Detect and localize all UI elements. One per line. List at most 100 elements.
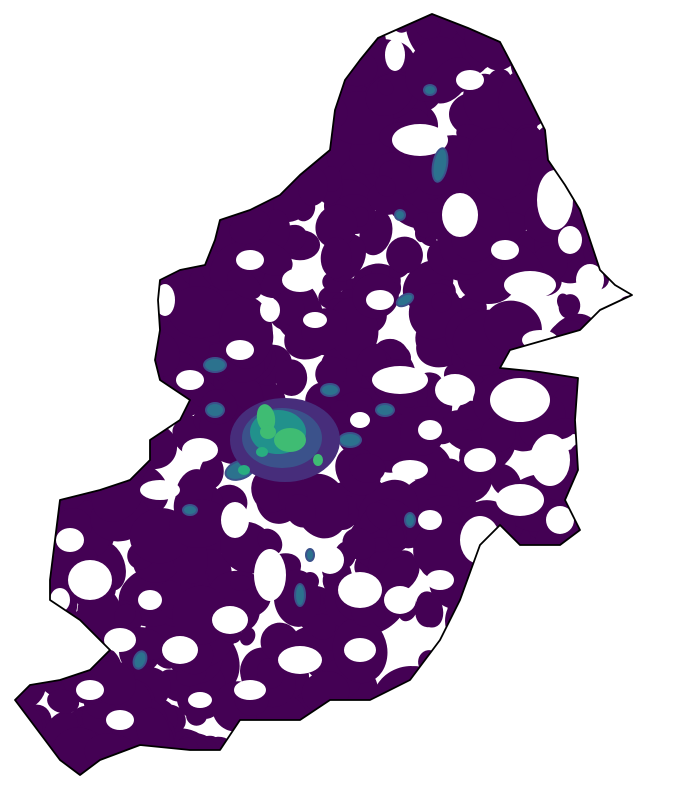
density-blob-mid (406, 514, 414, 526)
density-blob-low (347, 719, 397, 757)
density-blob-low (428, 57, 471, 104)
density-blob-low (200, 150, 254, 193)
density-gap (282, 268, 318, 292)
density-blob-low (567, 48, 591, 78)
density-blob-low (110, 102, 133, 127)
density-blob-low (20, 221, 60, 261)
density-blob-low (93, 63, 153, 122)
density-blob-low (597, 198, 632, 240)
density-blob-low (305, 740, 362, 775)
density-blob-low (446, 710, 470, 731)
density-blob-low (506, 632, 539, 675)
density-blob-low (472, 602, 526, 658)
density-gap (278, 646, 322, 674)
density-blob-low (43, 212, 67, 243)
density-blob-low (15, 155, 45, 188)
density-blob-low (134, 145, 192, 202)
density-blob-low (88, 276, 127, 316)
density-gap (254, 549, 286, 601)
density-blob-low (606, 191, 632, 239)
density-blob-low (600, 80, 632, 126)
density-blob-low (126, 106, 171, 140)
density-blob-low (275, 14, 321, 53)
density-blob-low (84, 378, 136, 429)
density-blob-low (144, 758, 165, 775)
density-gap (68, 560, 112, 600)
density-blob-low (190, 169, 214, 201)
density-blob-low (446, 667, 468, 693)
density-gap (50, 588, 70, 612)
density-blob-low (502, 757, 552, 775)
density-blob-low (436, 765, 468, 775)
density-blob-low (215, 43, 275, 100)
density-blob-low (462, 686, 484, 710)
density-blob-low (558, 294, 581, 319)
density-blob-low (15, 276, 41, 323)
density-blob-low (57, 318, 77, 339)
density-gap (188, 692, 212, 708)
density-blob-low (87, 187, 110, 211)
density-blob-low (360, 14, 386, 36)
density-peak (313, 454, 323, 466)
density-blob-low (320, 237, 352, 279)
density-blob-low (525, 628, 580, 683)
density-blob-low (547, 418, 577, 440)
density-blob-low (284, 96, 330, 138)
density-blob-low (557, 607, 632, 663)
density-blob-low (599, 366, 632, 430)
density-blob-low (30, 329, 57, 367)
density-blob-low (116, 200, 155, 258)
density-blob-low (143, 224, 183, 256)
density-blob-low (308, 613, 336, 640)
density-blob-low (40, 23, 101, 95)
density-blob-low (576, 580, 622, 624)
density-blob-low (618, 519, 632, 539)
density-blob-low (75, 310, 115, 357)
density-gap (212, 606, 248, 634)
density-gap (491, 240, 519, 260)
density-blob-low (182, 112, 239, 167)
density-gap (372, 366, 428, 394)
density-blob-low (123, 372, 141, 394)
density-blob-low (54, 114, 77, 134)
density-blob-low (415, 591, 444, 628)
density-blob-low (476, 716, 525, 762)
density-blob-mid (205, 359, 225, 371)
density-blob-low (591, 186, 630, 224)
density-peak (260, 425, 276, 439)
density-blob-low (487, 691, 513, 710)
density-blob-low (574, 534, 608, 569)
density-blob-low (15, 62, 39, 101)
density-blob-low (127, 91, 195, 141)
density-blob-low (75, 178, 93, 203)
density-blob-low (386, 236, 423, 274)
density-blob-low (216, 180, 238, 210)
density-blob-low (15, 49, 39, 80)
density-blob-low (15, 90, 45, 117)
density-blob-mid (134, 652, 146, 668)
density-blob-low (30, 159, 74, 204)
density-blob-low (511, 14, 545, 45)
density-blob-low (47, 461, 90, 494)
density-blob-low (92, 291, 131, 325)
density-gap (522, 330, 558, 350)
density-gap (221, 502, 249, 538)
density-blob-low (377, 79, 394, 96)
density-blob-low (278, 750, 318, 775)
density-blob-low (492, 622, 524, 650)
density-blob-low (165, 140, 209, 188)
density-blob-low (78, 156, 131, 221)
density-blob-low (117, 273, 156, 312)
density-blob-low (150, 237, 169, 259)
density-blob-low (16, 371, 49, 411)
density-blob-low (618, 174, 632, 191)
density-blob-low (108, 393, 137, 429)
density-blob-low (55, 359, 96, 398)
density-blob-low (381, 766, 407, 775)
density-blob-low (600, 329, 624, 346)
density-blob-low (474, 632, 515, 692)
density-blob-low (160, 14, 202, 40)
density-blob-low (184, 154, 209, 180)
density-blob-low (186, 705, 208, 726)
density-gap (226, 340, 254, 360)
